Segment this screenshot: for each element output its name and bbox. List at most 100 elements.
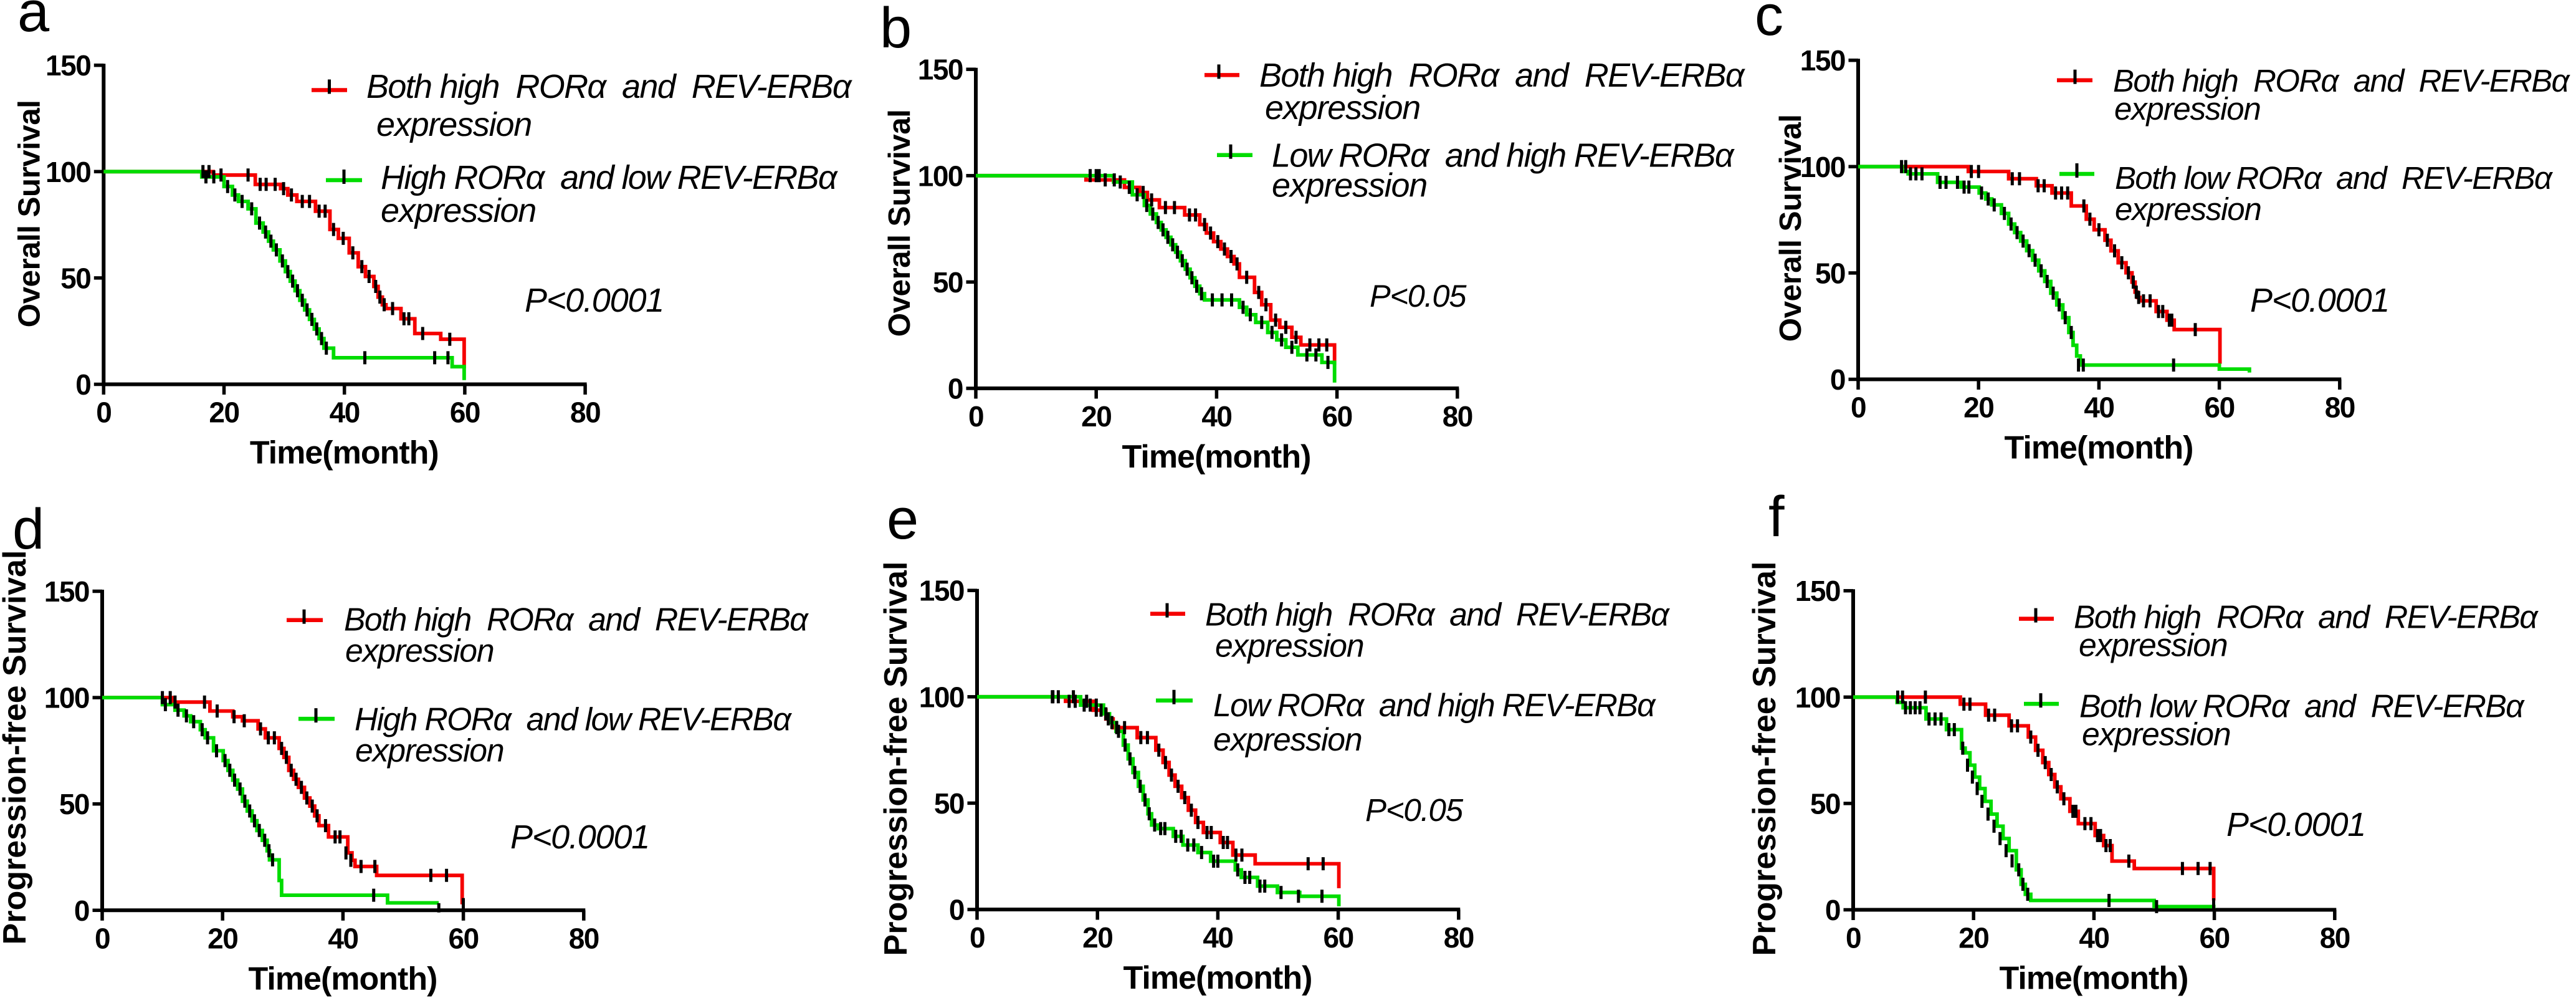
svg-text:0: 0 [949,894,964,926]
svg-text:150: 150 [44,575,89,608]
svg-text:Time(month): Time(month) [249,961,437,997]
svg-text:P<0.0001: P<0.0001 [2250,282,2389,319]
svg-text:expression: expression [2079,627,2228,663]
svg-text:Low RORα and high REV-ERBα: Low RORα and high REV-ERBα [1272,137,1735,175]
svg-text:60: 60 [2200,922,2230,954]
svg-text:0: 0 [1825,894,1840,926]
svg-text:80: 80 [1444,921,1474,954]
svg-text:20: 20 [208,922,237,954]
svg-text:a: a [17,0,50,44]
svg-text:80: 80 [570,396,600,429]
svg-text:expression: expression [1265,89,1420,127]
svg-text:Progression-free Survival: Progression-free Survival [0,550,33,945]
svg-text:20: 20 [1963,391,1993,424]
svg-text:f: f [1768,485,1785,549]
svg-text:50: 50 [1815,257,1845,289]
svg-text:Time(month): Time(month) [250,435,439,471]
svg-text:expression: expression [381,192,536,229]
svg-text:60: 60 [1324,921,1353,954]
svg-text:80: 80 [569,922,599,954]
svg-text:b: b [880,0,912,60]
svg-text:0: 0 [948,373,963,405]
svg-text:Time(month): Time(month) [1122,439,1311,475]
svg-text:0: 0 [1851,391,1866,424]
svg-text:40: 40 [328,922,358,954]
svg-text:0: 0 [75,368,90,401]
svg-text:c: c [1755,0,1783,47]
svg-text:60: 60 [2205,391,2235,424]
svg-text:0: 0 [970,921,985,954]
svg-text:40: 40 [1203,921,1233,954]
svg-text:e: e [887,487,918,551]
svg-text:50: 50 [933,266,963,299]
svg-text:Overall Survival: Overall Survival [1773,115,1808,342]
svg-text:expression: expression [1213,721,1362,757]
svg-text:P<0.0001: P<0.0001 [510,818,649,856]
svg-text:Overall Survival: Overall Survival [12,100,47,328]
svg-text:expression: expression [2115,191,2261,227]
svg-text:80: 80 [2325,391,2355,424]
svg-text:50: 50 [60,262,90,294]
svg-text:0: 0 [96,396,111,429]
svg-text:Time(month): Time(month) [2005,430,2193,466]
svg-text:Both high RORα and REV-ERBα: Both high RORα and REV-ERBα [1259,57,1746,94]
svg-text:80: 80 [2320,922,2350,954]
svg-text:Low RORα and high REV-ERBα: Low RORα and high REV-ERBα [1213,687,1656,723]
svg-text:Time(month): Time(month) [2000,961,2188,997]
svg-text:100: 100 [919,681,964,713]
svg-text:40: 40 [2084,391,2114,424]
svg-text:Both high RORα and REV-ERBα: Both high RORα and REV-ERBα [366,68,853,105]
svg-text:20: 20 [1082,921,1112,954]
svg-text:0: 0 [968,400,983,433]
svg-text:0: 0 [1830,363,1845,396]
svg-text:Progression-free Survival: Progression-free Survival [1747,562,1783,956]
svg-text:100: 100 [45,156,90,188]
svg-text:expression: expression [376,106,532,143]
svg-text:Both high RORα and REV-ERBα: Both high RORα and REV-ERBα [2074,599,2539,635]
svg-text:Both low RORα and REV-ERBα: Both low RORα and REV-ERBα [2115,160,2554,196]
svg-text:expression: expression [2114,91,2261,127]
svg-text:150: 150 [1800,44,1845,77]
svg-text:Progression-free Survival: Progression-free Survival [878,562,914,956]
svg-text:100: 100 [44,682,89,714]
svg-text:100: 100 [918,160,963,192]
svg-text:150: 150 [918,54,963,86]
svg-text:P<0.0001: P<0.0001 [2226,806,2365,843]
svg-text:P<0.05: P<0.05 [1370,278,1467,314]
svg-text:d: d [12,497,44,561]
svg-text:Both high RORα and REV-ERBα: Both high RORα and REV-ERBα [1205,597,1670,633]
svg-text:Both high RORα and REV-ERBα: Both high RORα and REV-ERBα [2113,63,2571,98]
svg-text:Both high RORα and REV-ERBα: Both high RORα and REV-ERBα [344,601,809,637]
svg-text:150: 150 [45,49,90,82]
svg-text:60: 60 [1322,400,1352,433]
svg-text:50: 50 [59,788,89,820]
svg-text:20: 20 [1958,922,1988,954]
svg-text:150: 150 [919,575,964,607]
svg-text:expression: expression [1215,628,1364,664]
svg-text:40: 40 [1201,400,1231,433]
svg-text:0: 0 [95,922,110,954]
svg-text:60: 60 [449,922,479,954]
svg-text:40: 40 [2079,922,2109,954]
svg-text:50: 50 [934,787,964,820]
svg-text:P<0.05: P<0.05 [1365,792,1464,828]
svg-text:0: 0 [1846,922,1861,954]
svg-text:High RORα and low REV-ERBα: High RORα and low REV-ERBα [355,701,792,737]
svg-text:80: 80 [1443,400,1472,433]
svg-text:20: 20 [209,396,239,429]
svg-text:60: 60 [450,396,480,429]
svg-text:40: 40 [330,396,360,429]
svg-text:Overall Survival: Overall Survival [882,110,917,337]
svg-text:expression: expression [355,732,504,769]
svg-text:Both low RORα and REV-ERBα: Both low RORα and REV-ERBα [2079,688,2525,724]
svg-text:20: 20 [1081,400,1111,433]
svg-text:100: 100 [1795,681,1840,714]
svg-text:High RORα and low REV-ERBα: High RORα and low REV-ERBα [381,159,839,196]
svg-text:Time(month): Time(month) [1123,960,1312,996]
svg-text:expression: expression [345,632,494,668]
svg-text:150: 150 [1795,575,1840,607]
svg-text:expression: expression [1272,167,1427,204]
svg-text:0: 0 [74,895,89,927]
svg-text:expression: expression [2082,716,2231,752]
svg-text:P<0.0001: P<0.0001 [525,282,664,319]
